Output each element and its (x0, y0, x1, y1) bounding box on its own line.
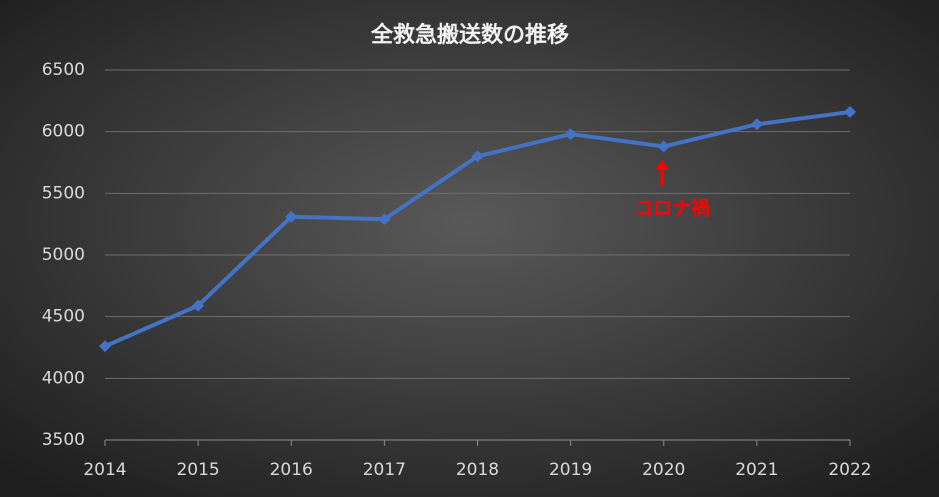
x-tick-label: 2014 (83, 460, 126, 480)
annotation: コロナ禍 (634, 160, 710, 220)
y-tick-label: 6000 (42, 122, 85, 142)
marker (657, 140, 670, 153)
x-tick-label: 2016 (270, 460, 313, 480)
y-tick-label: 4000 (42, 368, 85, 388)
marker (564, 128, 577, 141)
y-tick-label: 5500 (42, 183, 85, 203)
y-tick-label: 4500 (42, 307, 85, 327)
marker (192, 299, 205, 312)
marker (285, 210, 298, 223)
marker (844, 105, 856, 118)
marker (471, 150, 484, 163)
x-tick-label: 2017 (363, 460, 406, 480)
marker (378, 213, 391, 226)
x-tick-label: 2019 (549, 460, 592, 480)
marker (99, 340, 111, 353)
x-tick-label: 2022 (828, 460, 871, 480)
y-tick-label: 6500 (42, 60, 85, 80)
x-tick-label: 2015 (176, 460, 219, 480)
x-tick-label: 2020 (642, 460, 685, 480)
y-tick-label: 3500 (42, 430, 85, 450)
annotation-text: コロナ禍 (634, 197, 710, 220)
marker (750, 118, 763, 131)
annotation-arrowhead (655, 160, 669, 170)
chart-title: 全救急搬送数の推移 (370, 22, 569, 48)
x-tick-label: 2021 (735, 460, 778, 480)
x-tick-label: 2018 (456, 460, 499, 480)
y-tick-label: 5000 (42, 245, 85, 265)
